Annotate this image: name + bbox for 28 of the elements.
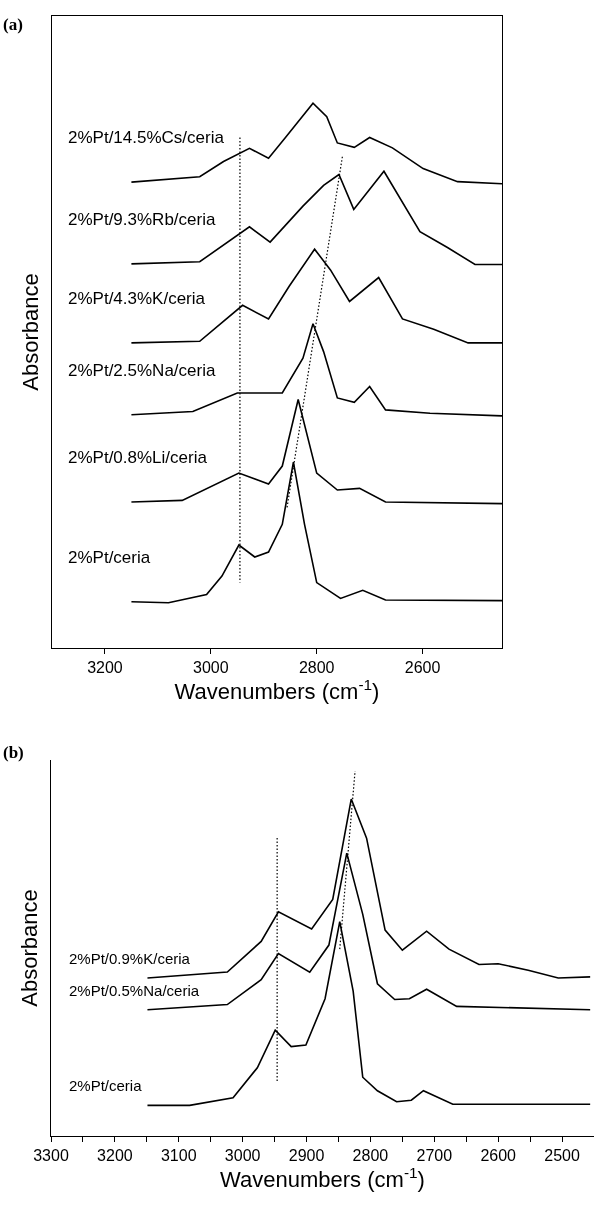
x-tick-label: 2500 <box>544 1147 580 1165</box>
x-tick-label: 3100 <box>160 1147 197 1165</box>
x-tick-label: 2600 <box>480 1147 517 1165</box>
x-tick-label: 3000 <box>224 1147 261 1165</box>
x-tick-label: 2800 <box>298 659 335 677</box>
x-axis-title: Wavenumbers (cm$^{-1}$) <box>174 676 380 705</box>
series-label: 2%Pt/14.5%Cs/ceria <box>68 128 225 147</box>
x-tick-label: 3300 <box>33 1147 69 1165</box>
series-label: 2%Pt/0.9%K/ceria <box>69 950 191 967</box>
text: 2%Pt/ceria <box>68 548 151 567</box>
x-tick-label: 2600 <box>404 659 441 677</box>
series-label: 2%Pt/0.5%Na/ceria <box>69 982 200 999</box>
series-label: 2%Pt/2.5%Na/ceria <box>68 361 216 380</box>
y-axis-title: Absorbance <box>16 889 42 1007</box>
x-tick-label: 3200 <box>97 1147 133 1165</box>
series-label: 2%Pt/ceria <box>69 1077 143 1094</box>
x-tick-label: 2700 <box>416 1147 453 1165</box>
x-tick-label: 2800 <box>352 1147 389 1165</box>
x-tick-label: 3000 <box>193 659 229 677</box>
x-tick-label: 3200 <box>87 659 123 677</box>
x-tick-label: 2900 <box>288 1147 325 1165</box>
chart-title: (b) <box>3 742 24 762</box>
series-label: 2%Pt/9.3%Rb/ceria <box>68 210 216 229</box>
series-label: 2%Pt/4.3%K/ceria <box>68 289 206 308</box>
y-axis-title: Absorbance <box>17 273 43 391</box>
series-label: 2%Pt/0.8%Li/ceria <box>68 448 208 467</box>
chart-title: (a) <box>3 14 23 34</box>
x-axis-title: Wavenumbers (cm$^{-1}$) <box>220 1164 425 1193</box>
